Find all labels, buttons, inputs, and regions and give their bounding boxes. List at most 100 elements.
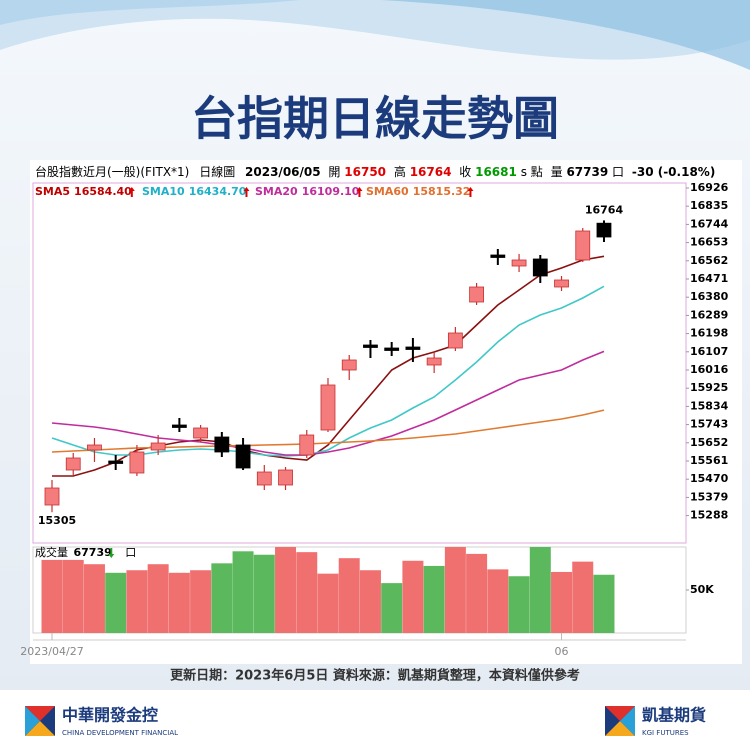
sma-legend-value: 15815.32 <box>413 185 471 198</box>
candle-body <box>320 384 336 431</box>
volume-bar <box>381 583 403 633</box>
y-tick-label: 15379 <box>690 490 728 503</box>
y-tick-label: 16562 <box>690 254 728 267</box>
volume-bar <box>444 547 466 633</box>
sma-legend: SMA10 16434.70 <box>142 185 247 198</box>
volume-bar <box>551 571 573 633</box>
candle-body <box>426 357 442 366</box>
volume-label: 量 <box>551 165 563 179</box>
candle-body <box>278 469 293 486</box>
high-label: 高 <box>394 164 406 179</box>
sma-legend-value: 16584.40 <box>74 185 132 198</box>
candle-body <box>108 460 124 464</box>
close-value: 16681 <box>475 165 517 179</box>
volume-value: 67739 <box>566 165 608 179</box>
right-logo-name: 凱基期貨 <box>642 706 706 725</box>
candle-body <box>193 427 209 439</box>
volume-bar <box>211 563 233 633</box>
y-tick-label: 15470 <box>690 472 729 485</box>
unit: 口 <box>612 165 624 179</box>
volume-bar <box>275 547 297 633</box>
up-arrow <box>243 187 250 197</box>
volume-bar <box>423 565 445 633</box>
volume-bar <box>41 559 63 633</box>
y-tick-label: 16016 <box>690 363 729 376</box>
volume-bar <box>317 573 339 633</box>
volume-legend-unit: 口 <box>125 546 136 559</box>
sma-legend-name: SMA20 <box>255 185 298 198</box>
x-tick-label: 06 <box>555 645 569 658</box>
sma-legend-value: 16434.70 <box>189 185 247 198</box>
volume-legend-value: 67739 <box>74 546 112 559</box>
left-logo-name: 中華開發金控 <box>62 706 158 725</box>
left-logo-sub: CHINA DEVELOPMENT FINANCIAL <box>62 729 178 737</box>
candle-body <box>554 279 569 288</box>
sma-legend: SMA60 15815.32 <box>366 185 470 198</box>
sma-line <box>51 350 605 456</box>
high-label: 16764 <box>585 203 624 216</box>
wave <box>380 0 750 70</box>
y-tick-label: 16744 <box>690 217 729 230</box>
left-logo: 中華開發金控 CHINA DEVELOPMENT FINANCIAL <box>25 706 178 737</box>
volume-bar <box>126 570 148 633</box>
y-tick-label: 16289 <box>690 308 728 321</box>
candle-body <box>256 471 272 486</box>
sma-legend-name: SMA10 <box>142 185 185 198</box>
y-tick-label: 15288 <box>690 509 728 522</box>
volume-legend: 成交量 67739 口 <box>35 545 136 559</box>
x-tick-label: 2023/04/27 <box>20 645 83 658</box>
candle-body <box>235 444 251 469</box>
y-tick-label: 16380 <box>690 290 729 303</box>
y-tick-label: 15652 <box>690 436 728 449</box>
candle-body <box>405 346 421 350</box>
y-tick-label: 16198 <box>690 327 728 340</box>
candle-body <box>44 487 60 506</box>
candle-body <box>87 444 102 451</box>
y-tick-label: 16471 <box>690 272 728 285</box>
y-tick-label: 15743 <box>690 418 728 431</box>
sma-line <box>51 409 605 453</box>
up-arrow <box>128 187 135 197</box>
up-arrow <box>356 187 363 197</box>
sma-legend-name: SMA5 <box>35 185 70 198</box>
close-label: 收 <box>459 165 471 179</box>
change: -30 (-0.18%) <box>632 165 715 179</box>
volume-bar <box>593 574 615 633</box>
sma-legend-value: 16109.10 <box>302 185 360 198</box>
candle-body <box>341 359 357 371</box>
candle-body <box>596 222 612 238</box>
candle-body <box>490 254 506 258</box>
y-tick-label: 15925 <box>690 381 728 394</box>
wave <box>0 0 300 25</box>
candle-body <box>532 258 548 277</box>
volume-bar <box>190 570 212 633</box>
y-tick-label: 16835 <box>690 199 728 212</box>
open-value: 16750 <box>344 165 386 179</box>
y-tick-label: 15561 <box>690 454 728 467</box>
low-label: 15305 <box>38 514 76 527</box>
volume-bar <box>487 569 509 633</box>
high-value: 16764 <box>410 165 452 179</box>
volume-bar <box>168 572 190 633</box>
candle-body <box>575 230 591 261</box>
y-tick-label: 16107 <box>690 345 728 358</box>
candle-body <box>299 434 315 456</box>
volume-bar <box>359 570 381 633</box>
volume-bar <box>402 560 424 633</box>
y-tick-label: 16926 <box>690 181 729 194</box>
candle-body <box>363 344 378 348</box>
right-logo: 凱基期貨 KGI FUTURES <box>605 706 706 737</box>
price-panel <box>32 182 687 544</box>
sma-legend-name: SMA60 <box>366 185 409 198</box>
volume-bar <box>296 552 318 633</box>
volume-bar <box>83 564 105 633</box>
close-suffix: s 點 <box>521 165 543 179</box>
candle-body <box>150 442 166 451</box>
candle-body <box>129 451 145 474</box>
candle-body <box>65 457 81 471</box>
volume-bar <box>338 558 360 633</box>
candle-body <box>469 286 485 303</box>
candle-body <box>447 332 463 349</box>
volume-bar <box>105 572 127 633</box>
